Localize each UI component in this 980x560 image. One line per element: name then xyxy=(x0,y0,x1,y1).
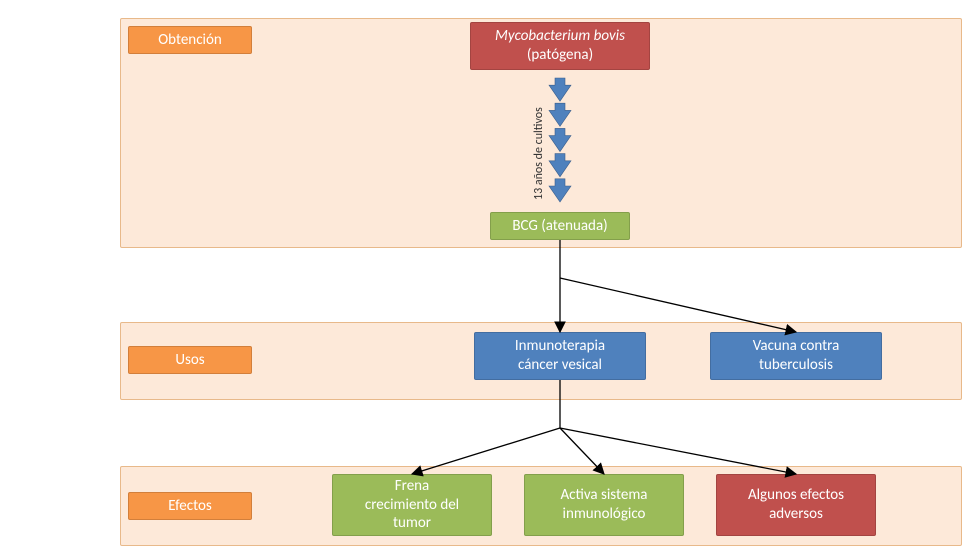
node-frena-line1: Frena xyxy=(395,477,429,495)
node-bcg: BCG (atenuada) xyxy=(490,212,630,240)
node-inmuno-line1: Inmunoterapia xyxy=(515,337,605,355)
node-bcg-text: BCG (atenuada) xyxy=(512,217,607,236)
node-inmunoterapia: Inmunoterapia cáncer vesical xyxy=(474,332,646,380)
node-adversos-line1: Algunos efectos xyxy=(748,486,844,504)
node-mbovis: Mycobacterium bovis (patógena) xyxy=(470,22,650,70)
node-inmuno-line2: cáncer vesical xyxy=(518,356,602,374)
node-mbovis-line2: (patógena) xyxy=(527,46,593,64)
node-activa-line1: Activa sistema xyxy=(560,486,647,504)
cultivos-vertical-label: 13 años de cultivos xyxy=(532,107,546,200)
section-label-obtencion: Obtención xyxy=(128,26,252,54)
section-label-text: Efectos xyxy=(168,497,212,516)
section-label-text: Obtención xyxy=(158,31,222,50)
section-label-text: Usos xyxy=(175,351,204,370)
node-adversos: Algunos efectos adversos xyxy=(716,474,876,536)
node-frena: Frena crecimiento del tumor xyxy=(332,474,492,536)
section-label-efectos: Efectos xyxy=(128,492,252,520)
node-activa: Activa sistema inmunológico xyxy=(524,474,684,536)
node-mbovis-line1: Mycobacterium bovis xyxy=(495,27,625,45)
node-vacuna-line2: tuberculosis xyxy=(759,356,833,374)
section-label-usos: Usos xyxy=(128,346,252,374)
node-frena-line3: tumor xyxy=(393,514,431,532)
node-frena-line2: crecimiento del xyxy=(365,496,459,514)
node-activa-line2: inmunológico xyxy=(563,505,646,523)
node-vacuna: Vacuna contra tuberculosis xyxy=(710,332,882,380)
node-adversos-line2: adversos xyxy=(769,505,823,523)
node-vacuna-line1: Vacuna contra xyxy=(753,337,840,355)
